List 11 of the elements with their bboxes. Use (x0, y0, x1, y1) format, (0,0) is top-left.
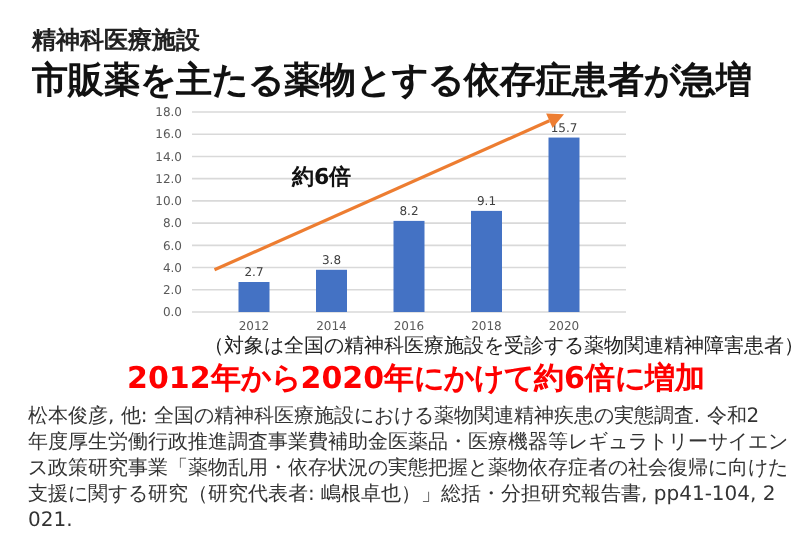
bar (238, 282, 270, 312)
text: 2012年から2020年にかけて約6倍に増加 (127, 360, 705, 396)
annotation: 約6倍 (290, 164, 352, 191)
bar (548, 137, 580, 312)
text: 松本俊彦, 他: 全国の精神科医療施設における薬物関連精神疾患の実態調査. 令和2年度厚生労働行政推進調査事業費補助金医薬品・医療機器等レギュラトリーサイエンス政策研究事業「薬物乱用・依存状況の実態把握と薬物依存症者の社会復帰に向けた支援に関する研究（研究代表者: 嶋根卓也）」総括・分担研究報告書, pp41-104, 2021. (28, 404, 788, 532)
chart-subtitle: 精神科医療施設 (30, 26, 202, 54)
bar (316, 269, 347, 312)
bar (471, 210, 502, 312)
bar (393, 220, 425, 312)
chart-title: 市販薬を主たる薬物とする依存症患者が急増 (30, 58, 752, 102)
text: （対象は全国の精神科医療施設を受診する薬物関連精神障害患者） (204, 334, 800, 358)
